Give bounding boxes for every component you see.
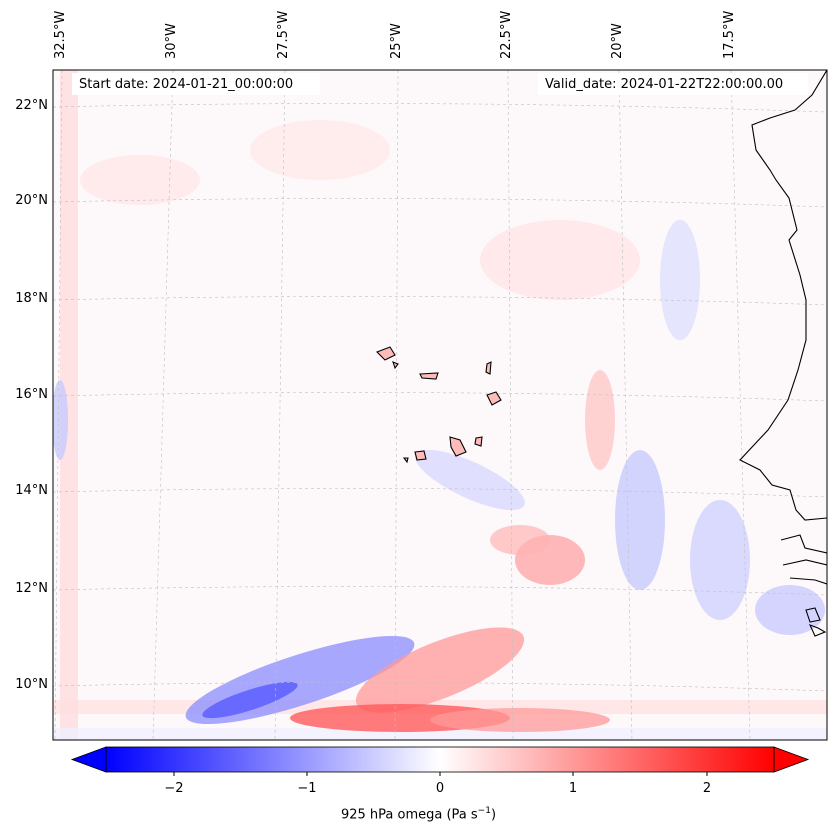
valid-date-text: Valid_date: 2024-01-22T22:00:00.00 <box>545 77 784 92</box>
lon-label-32-5w: 32.5°W <box>53 10 68 59</box>
colorbar-gradient <box>106 747 774 772</box>
colorbar-tick: 1 <box>568 781 578 796</box>
lat-label-10n: 10°N <box>15 677 48 692</box>
lat-label-16n: 16°N <box>15 387 48 402</box>
start-date-box <box>72 73 320 95</box>
cape-verde-islands <box>376 346 502 464</box>
colorbar <box>70 746 810 776</box>
lon-label-27-5w: 27.5°W <box>276 10 291 59</box>
valid-date-box <box>538 73 808 95</box>
lat-label-18n: 18°N <box>15 291 48 306</box>
colorbar-extend-max <box>773 746 810 773</box>
colorbar-tick: 0 <box>435 781 445 796</box>
colorbar-tick: −2 <box>164 781 184 796</box>
lon-label-25w: 25°W <box>389 23 404 59</box>
lon-label-22-5w: 22.5°W <box>499 10 514 59</box>
omega-field <box>53 70 827 740</box>
lon-label-20w: 20°W <box>610 23 625 59</box>
africa-coastline <box>739 70 827 637</box>
colorbar-tick: −1 <box>297 781 317 796</box>
colorbar-tick: 2 <box>702 781 712 796</box>
graticule <box>53 70 827 740</box>
lon-label-17-5w: 17.5°W <box>722 10 737 59</box>
lat-label-14n: 14°N <box>15 483 48 498</box>
lat-label-22n: 22°N <box>15 98 48 113</box>
lat-label-12n: 12°N <box>15 581 48 596</box>
lat-label-20n: 20°N <box>15 193 48 208</box>
lon-label-30w: 30°W <box>164 23 179 59</box>
start-date-text: Start date: 2024-01-21_00:00:00 <box>79 77 294 92</box>
colorbar-extend-min <box>70 746 107 773</box>
plot-frame <box>52 69 828 741</box>
colorbar-label: 925 hPa omega (Pa s−1) <box>340 806 497 823</box>
